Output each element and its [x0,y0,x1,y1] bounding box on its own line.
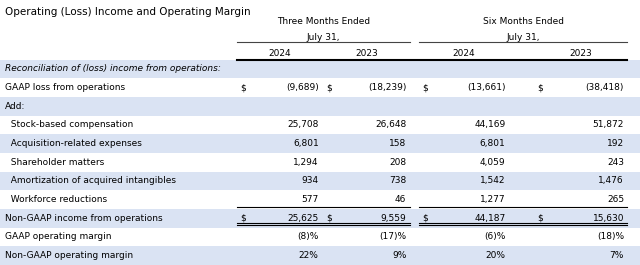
Text: 44,169: 44,169 [474,121,506,130]
Text: 208: 208 [389,158,406,167]
Text: 2023: 2023 [355,49,378,58]
Bar [0,172,640,190]
Text: (9,689): (9,689) [286,83,319,92]
Text: Stock-based compensation: Stock-based compensation [5,121,133,130]
Text: 6,801: 6,801 [293,139,319,148]
Text: 26,648: 26,648 [375,121,406,130]
Text: $: $ [422,214,428,223]
Bar [0,228,640,246]
Text: $: $ [538,83,543,92]
Bar [0,116,640,134]
Bar [0,153,640,172]
Text: 6,801: 6,801 [480,139,506,148]
Text: 44,187: 44,187 [474,214,506,223]
Text: Operating (Loss) Income and Operating Margin: Operating (Loss) Income and Operating Ma… [5,7,251,17]
Text: 46: 46 [395,195,406,204]
Text: Add:: Add: [5,102,26,111]
Text: 51,872: 51,872 [593,121,624,130]
Text: 20%: 20% [486,251,506,260]
Text: 9%: 9% [392,251,406,260]
Text: (38,418): (38,418) [586,83,624,92]
Text: GAAP operating margin: GAAP operating margin [5,232,111,241]
Text: 15,630: 15,630 [593,214,624,223]
Text: 25,625: 25,625 [287,214,319,223]
Bar [0,60,640,78]
Text: 9,559: 9,559 [381,214,406,223]
Text: $: $ [538,214,543,223]
Text: 2024: 2024 [268,49,291,58]
Text: (8)%: (8)% [298,232,319,241]
Text: Non-GAAP operating margin: Non-GAAP operating margin [5,251,133,260]
Text: Reconciliation of (loss) income from operations:: Reconciliation of (loss) income from ope… [5,64,221,73]
Bar [0,134,640,153]
Text: (18)%: (18)% [597,232,624,241]
Text: Three Months Ended: Three Months Ended [276,17,370,26]
Text: 4,059: 4,059 [480,158,506,167]
Bar [0,190,640,209]
Text: July 31,: July 31, [307,33,340,42]
Text: Workforce reductions: Workforce reductions [5,195,108,204]
Text: 2024: 2024 [452,49,476,58]
Text: $: $ [326,83,332,92]
Text: 1,542: 1,542 [480,176,506,186]
Text: GAAP loss from operations: GAAP loss from operations [5,83,125,92]
Bar [0,246,640,265]
Bar [0,97,640,116]
Text: 577: 577 [301,195,319,204]
Text: Amortization of acquired intangibles: Amortization of acquired intangibles [5,176,176,186]
Text: 934: 934 [301,176,319,186]
Text: Non-GAAP income from operations: Non-GAAP income from operations [5,214,163,223]
Text: Six Months Ended: Six Months Ended [483,17,564,26]
Text: $: $ [422,83,428,92]
Text: 1,277: 1,277 [480,195,506,204]
Text: 1,476: 1,476 [598,176,624,186]
Text: 243: 243 [607,158,624,167]
Text: (13,661): (13,661) [467,83,506,92]
Text: Acquisition-related expenses: Acquisition-related expenses [5,139,142,148]
Text: 265: 265 [607,195,624,204]
Text: $: $ [326,214,332,223]
Text: 738: 738 [389,176,406,186]
Text: 192: 192 [607,139,624,148]
Text: (6)%: (6)% [484,232,506,241]
Bar [0,209,640,228]
Text: 25,708: 25,708 [287,121,319,130]
Text: 158: 158 [389,139,406,148]
Text: July 31,: July 31, [506,33,540,42]
Text: $: $ [240,83,246,92]
Text: (17)%: (17)% [380,232,406,241]
Text: 7%: 7% [610,251,624,260]
Text: (18,239): (18,239) [368,83,406,92]
Bar [0,78,640,97]
Text: 22%: 22% [299,251,319,260]
Text: 1,294: 1,294 [293,158,319,167]
Text: $: $ [240,214,246,223]
Text: 2023: 2023 [570,49,592,58]
Text: Shareholder matters: Shareholder matters [5,158,104,167]
